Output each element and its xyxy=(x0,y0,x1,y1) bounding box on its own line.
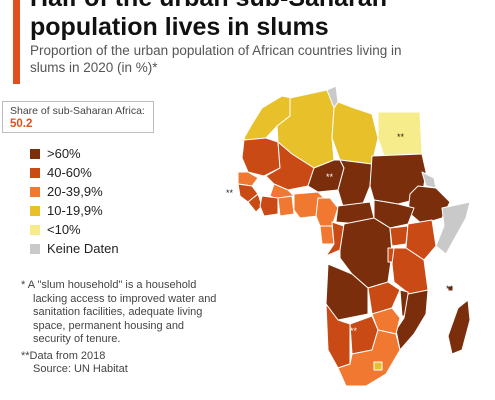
map-mark-south-west: ** xyxy=(350,326,358,336)
map-mark-west: ** xyxy=(226,188,234,198)
region-comoros xyxy=(447,285,454,292)
legend-label: <10% xyxy=(47,222,81,237)
region-lesotho xyxy=(373,361,383,371)
africa-map: ** ** ** ** ** xyxy=(226,85,471,387)
region-cameroon xyxy=(315,197,339,227)
region-kenya xyxy=(405,219,437,261)
region-zambia xyxy=(367,281,401,315)
legend-label: 20-39,9% xyxy=(47,184,103,199)
legend-item-under-10: <10% xyxy=(30,222,170,241)
region-mauritania xyxy=(241,137,281,177)
region-gabon xyxy=(319,225,335,245)
legend-label: 10-19,9% xyxy=(47,203,103,218)
region-uganda xyxy=(389,225,409,247)
accent-bar xyxy=(13,0,20,84)
region-ghana xyxy=(277,195,295,217)
footnote-slum-definition: * A "slum household" is a household lack… xyxy=(21,279,217,345)
region-congo xyxy=(325,221,345,257)
region-south-africa xyxy=(337,329,401,387)
legend: >60% 40-60% 20-39,9% 10-19,9% <10% Keine… xyxy=(30,146,170,260)
legend-swatch xyxy=(30,244,40,254)
legend-item-over-60: >60% xyxy=(30,146,170,165)
legend-swatch xyxy=(30,225,40,235)
map-mark-egypt: ** xyxy=(397,132,405,142)
region-mozambique xyxy=(395,289,429,351)
legend-swatch xyxy=(30,187,40,197)
map-mark-indian-ocean: ** xyxy=(446,284,454,294)
legend-label: >60% xyxy=(47,146,81,161)
page-title: Half of the urban sub-Saharan population… xyxy=(30,0,387,41)
footnote-data-year: **Data from 2018 xyxy=(21,349,106,362)
region-madagascar xyxy=(447,299,471,355)
region-cote-divoire xyxy=(259,195,279,217)
legend-item-no-data: Keine Daten xyxy=(30,241,170,260)
legend-label: Keine Daten xyxy=(47,241,119,256)
share-label: Share of sub-Saharan Africa: xyxy=(10,105,145,117)
region-morocco xyxy=(243,95,293,147)
legend-swatch xyxy=(30,206,40,216)
legend-swatch xyxy=(30,168,40,178)
region-senegal xyxy=(237,171,259,187)
legend-item-10-20: 10-19,9% xyxy=(30,203,170,222)
share-value: 50.2 xyxy=(10,118,33,130)
map-mark-niger: ** xyxy=(326,172,334,182)
page-subtitle: Proportion of the urban population of Af… xyxy=(30,43,402,75)
footnote: * A "slum household" is a household lack… xyxy=(21,279,221,377)
region-somalia xyxy=(435,201,471,255)
share-box: Share of sub-Saharan Africa: 50.2 xyxy=(2,101,154,133)
legend-item-20-40: 20-39,9% xyxy=(30,184,170,203)
region-libya xyxy=(331,101,379,165)
legend-item-40-60: 40-60% xyxy=(30,165,170,184)
footnote-source: Source: UN Habitat xyxy=(33,363,128,375)
legend-label: 40-60% xyxy=(47,165,92,180)
legend-swatch xyxy=(30,149,40,159)
